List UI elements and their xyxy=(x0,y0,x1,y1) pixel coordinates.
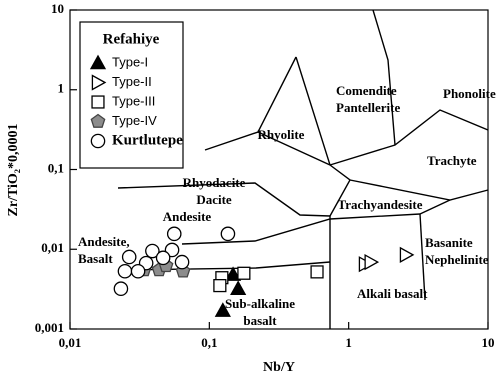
legend-label: Type-I xyxy=(112,54,148,69)
field-label: Trachyandesite xyxy=(338,197,423,212)
legend-label: Type-II xyxy=(112,74,152,89)
x-tick-label: 0,1 xyxy=(201,335,217,350)
field-label: Andesite xyxy=(163,209,212,224)
point xyxy=(214,302,231,317)
x-tick-label: 1 xyxy=(345,335,352,350)
field-label: Nephelinite xyxy=(425,252,489,267)
point xyxy=(220,226,236,242)
point xyxy=(145,243,160,259)
legend-marker xyxy=(91,74,107,91)
point xyxy=(130,263,146,279)
legend-marker xyxy=(90,133,106,149)
x-axis-label: Nb/Y xyxy=(263,360,295,375)
point xyxy=(224,266,242,281)
point xyxy=(364,253,380,271)
point xyxy=(399,246,415,263)
y-tick-label: 0,01 xyxy=(41,240,64,255)
field-label: Sub-alkaline xyxy=(225,296,295,311)
field-label: Andesite, xyxy=(78,234,130,249)
field-label: Rhyodacite xyxy=(183,175,246,190)
field-label: Pantellerite xyxy=(336,100,400,115)
point xyxy=(117,263,133,279)
legend-marker xyxy=(91,95,105,109)
legend-marker xyxy=(90,113,106,128)
field-label: Rhyolite xyxy=(258,127,305,142)
field-label: Phonolite xyxy=(443,86,496,101)
legend-label: Type-III xyxy=(112,93,155,108)
legend-box xyxy=(79,21,184,169)
point xyxy=(230,280,247,295)
legend-label: Type-IV xyxy=(112,113,157,128)
point xyxy=(113,281,129,297)
field-label: Comendite xyxy=(336,83,397,98)
legend-marker xyxy=(89,54,107,70)
y-tick-label: 10 xyxy=(51,1,64,16)
y-axis-label: Zr/TiO₂*0,0001 xyxy=(6,123,21,216)
point xyxy=(310,265,324,279)
field-label: Trachyte xyxy=(427,153,477,168)
field-label: basalt xyxy=(243,313,277,328)
legend-label: Kurtlutepe xyxy=(112,132,183,148)
point xyxy=(166,226,182,242)
point xyxy=(213,279,227,293)
point xyxy=(174,254,190,270)
field-label: Basalt xyxy=(78,251,113,266)
x-tick-label: 10 xyxy=(482,335,495,350)
field-label: Alkali basalt xyxy=(357,286,428,301)
point xyxy=(155,250,171,266)
x-tick-label: 0,01 xyxy=(59,335,82,350)
y-tick-label: 1 xyxy=(58,81,65,96)
point xyxy=(237,266,251,280)
legend-title: Refahiye xyxy=(103,31,160,47)
y-tick-label: 0,1 xyxy=(48,160,64,175)
field-label: Basanite xyxy=(425,235,473,250)
point xyxy=(121,249,137,265)
field-label: Dacite xyxy=(196,192,232,207)
y-tick-label: 0,001 xyxy=(35,320,64,335)
